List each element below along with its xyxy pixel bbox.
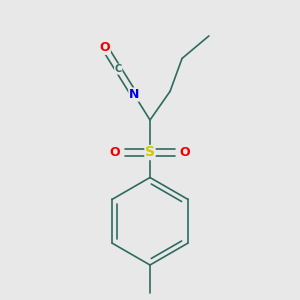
Text: O: O xyxy=(180,146,190,159)
Text: O: O xyxy=(110,146,120,159)
Text: S: S xyxy=(145,146,155,160)
Text: C: C xyxy=(115,64,122,74)
Text: N: N xyxy=(129,88,139,101)
Text: O: O xyxy=(100,41,110,54)
